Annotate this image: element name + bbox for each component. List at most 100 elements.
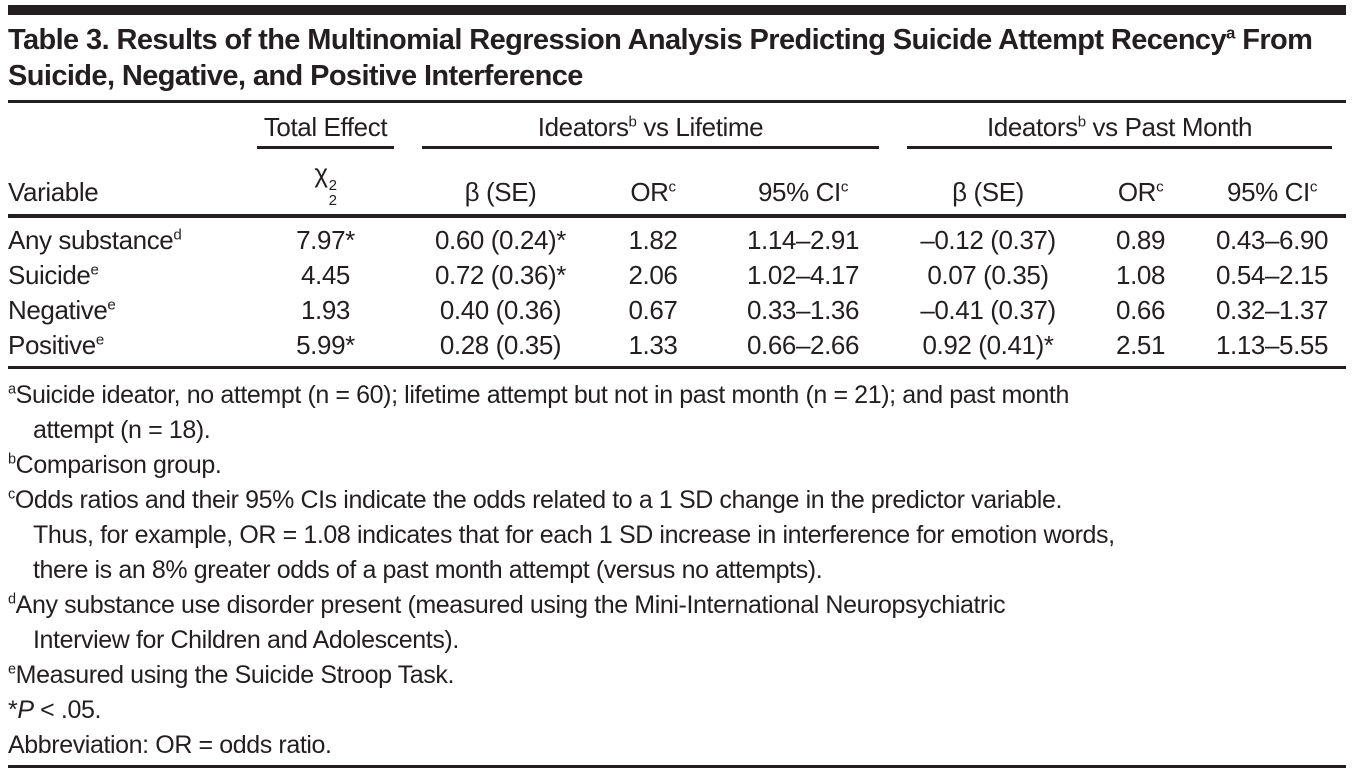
footnote-b-text: Comparison group. bbox=[15, 451, 222, 480]
table-footnotes: aSuicide ideator, no attempt (n = 60); l… bbox=[8, 378, 1346, 763]
cell-variable: Any substanced bbox=[8, 216, 243, 258]
paper-page: Table 3. Results of the Multinomial Regr… bbox=[0, 5, 1354, 773]
cell-lt-beta: 0.28 (0.35) bbox=[408, 328, 593, 370]
table-top-bar bbox=[8, 5, 1346, 15]
column-header-variable: Variable bbox=[8, 103, 243, 219]
bottom-rule bbox=[8, 765, 1346, 768]
footnote-c-mark: c bbox=[8, 486, 15, 503]
pm-or-footnote-mark: c bbox=[1156, 178, 1164, 196]
cell-pm-ci: 1.13–5.55 bbox=[1198, 328, 1347, 370]
pm-ci-footnote-mark: c bbox=[1309, 178, 1318, 196]
cell-pm-ci: 0.54–2.15 bbox=[1215, 260, 1329, 291]
abbreviation-note: Abbreviation: OR = odds ratio. bbox=[8, 731, 332, 760]
table-row-any-substance: Any substanced 7.97* 0.60 (0.24)* 1.82 1… bbox=[8, 216, 1346, 258]
chi-df-subscript: 2 bbox=[328, 191, 337, 209]
variable-footnote-mark: e bbox=[107, 296, 116, 314]
cell-pm-ci: 0.32–1.37 bbox=[1215, 295, 1329, 326]
lt-ci-label: 95% CI bbox=[758, 177, 841, 208]
group-header-total-effect: Total Effect bbox=[243, 103, 408, 149]
variable-name: Negative bbox=[8, 295, 108, 326]
significance-note: *P < .05. bbox=[8, 693, 1346, 728]
cell-chi: 5.99* bbox=[243, 328, 408, 370]
cell-pm-beta: –0.41 (0.37) bbox=[920, 295, 1056, 326]
chi-symbol: χ bbox=[314, 158, 328, 188]
lt-or-label: OR bbox=[630, 177, 669, 208]
column-header-lt-ci: 95% CIc bbox=[713, 149, 894, 219]
cell-variable: Negativee bbox=[8, 293, 243, 328]
footnote-d-text-cont: Interview for Children and Adolescents). bbox=[33, 626, 459, 655]
cell-chi: 4.45 bbox=[300, 260, 350, 291]
lt-or-footnote-mark: c bbox=[668, 178, 677, 196]
footnote-e-text: Measured using the Suicide Stroop Task. bbox=[15, 661, 455, 690]
variable-name: Positive bbox=[8, 330, 96, 361]
cell-lt-beta: 0.72 (0.36)* bbox=[434, 260, 567, 291]
cell-pm-or: 2.51 bbox=[1083, 328, 1199, 370]
cell-variable: Suicidee bbox=[8, 258, 243, 293]
variable-footnote-mark: e bbox=[90, 261, 99, 279]
ideators-past-month-footnote-mark: b bbox=[1077, 113, 1086, 131]
ideators-lifetime-rest: vs Lifetime bbox=[636, 112, 764, 142]
footnote-a: aSuicide ideator, no attempt (n = 60); l… bbox=[8, 378, 1346, 448]
ideators-past-month-label: Ideators bbox=[986, 112, 1078, 142]
cell-pm-or: 0.66 bbox=[1116, 295, 1166, 326]
group-header-ideators-vs-past-month: Ideatorsb vs Past Month bbox=[893, 103, 1346, 149]
column-header-lt-or: ORc bbox=[593, 149, 713, 219]
cell-lt-or: 0.67 bbox=[628, 295, 678, 326]
significance-threshold: < .05. bbox=[33, 696, 102, 725]
variable-name: Suicide bbox=[8, 260, 91, 291]
footnote-c: cOdds ratios and their 95% CIs indicate … bbox=[8, 483, 1346, 588]
cell-lt-or: 2.06 bbox=[628, 260, 678, 291]
total-effect-label: Total Effect bbox=[263, 112, 388, 142]
footnote-a-mark: a bbox=[8, 381, 16, 398]
table-body: Any substanced 7.97* 0.60 (0.24)* 1.82 1… bbox=[8, 216, 1347, 370]
footnote-a-text-cont: attempt (n = 18). bbox=[33, 416, 211, 445]
table-header: Variable Total Effect Ideatorsb vs Lifet… bbox=[8, 103, 1347, 219]
cell-pm-beta: 0.92 (0.41)* bbox=[893, 328, 1084, 370]
group-header-ideators-vs-lifetime: Ideatorsb vs Lifetime bbox=[408, 103, 893, 149]
cell-lt-ci: 0.33–1.36 bbox=[746, 295, 860, 326]
cell-pm-or: 0.89 bbox=[1116, 225, 1166, 256]
footnote-d: dAny substance use disorder present (mea… bbox=[8, 588, 1346, 658]
cell-lt-or: 1.82 bbox=[628, 225, 678, 256]
pm-beta-label: β (SE) bbox=[952, 177, 1024, 208]
footnote-a-text: Suicide ideator, no attempt (n = 60); li… bbox=[15, 381, 1070, 410]
column-header-pm-beta: β (SE) bbox=[893, 149, 1084, 219]
ideators-past-month-rest: vs Past Month bbox=[1085, 112, 1253, 142]
footnote-c-text-cont2: there is an 8% greater odds of a past mo… bbox=[33, 556, 823, 585]
significance-p: P bbox=[17, 696, 34, 725]
footnote-b-mark: b bbox=[8, 451, 16, 468]
cell-lt-ci: 1.02–4.17 bbox=[746, 260, 860, 291]
pm-ci-label: 95% CI bbox=[1227, 177, 1310, 208]
chi-exponent: 2 bbox=[328, 176, 337, 194]
cell-pm-beta: 0.07 (0.35) bbox=[927, 260, 1049, 291]
table-title-text: Table 3. Results of the Multinomial Regr… bbox=[8, 24, 1227, 56]
footnote-d-mark: d bbox=[8, 591, 16, 608]
footnote-d-text: Any substance use disorder present (meas… bbox=[15, 591, 1006, 620]
table-row-negative: Negativee 1.93 0.40 (0.36) 0.67 0.33–1.3… bbox=[8, 293, 1346, 328]
column-header-pm-ci: 95% CIc bbox=[1198, 149, 1347, 219]
ideators-lifetime-footnote-mark: b bbox=[628, 113, 637, 131]
cell-chi: 7.97* bbox=[296, 225, 355, 256]
column-header-pm-or: ORc bbox=[1083, 149, 1199, 219]
footnote-c-text-cont1: Thus, for example, OR = 1.08 indicates t… bbox=[33, 521, 1115, 550]
cell-lt-ci: 0.66–2.66 bbox=[713, 328, 894, 370]
footnote-b: bComparison group. bbox=[8, 448, 1346, 483]
cell-pm-ci: 0.43–6.90 bbox=[1215, 225, 1329, 256]
table-row-positive: Positivee 5.99* 0.28 (0.35) 1.33 0.66–2.… bbox=[8, 328, 1347, 370]
cell-lt-ci: 1.14–2.91 bbox=[746, 225, 860, 256]
ideators-lifetime-label: Ideators bbox=[537, 112, 629, 142]
pm-or-label: OR bbox=[1117, 177, 1157, 208]
cell-lt-beta: 0.60 (0.24)* bbox=[434, 225, 567, 256]
spanner-row: Variable Total Effect Ideatorsb vs Lifet… bbox=[8, 103, 1346, 219]
variable-name: Any substance bbox=[8, 225, 174, 256]
significance-star: * bbox=[8, 696, 18, 725]
cell-lt-beta: 0.40 (0.36) bbox=[439, 295, 562, 326]
cell-pm-beta: –0.12 (0.37) bbox=[920, 225, 1056, 256]
cell-chi: 1.93 bbox=[300, 295, 350, 326]
cell-pm-or: 1.08 bbox=[1116, 260, 1166, 291]
variable-footnote-mark: d bbox=[173, 226, 182, 244]
footnote-e: eMeasured using the Suicide Stroop Task. bbox=[8, 658, 1346, 693]
